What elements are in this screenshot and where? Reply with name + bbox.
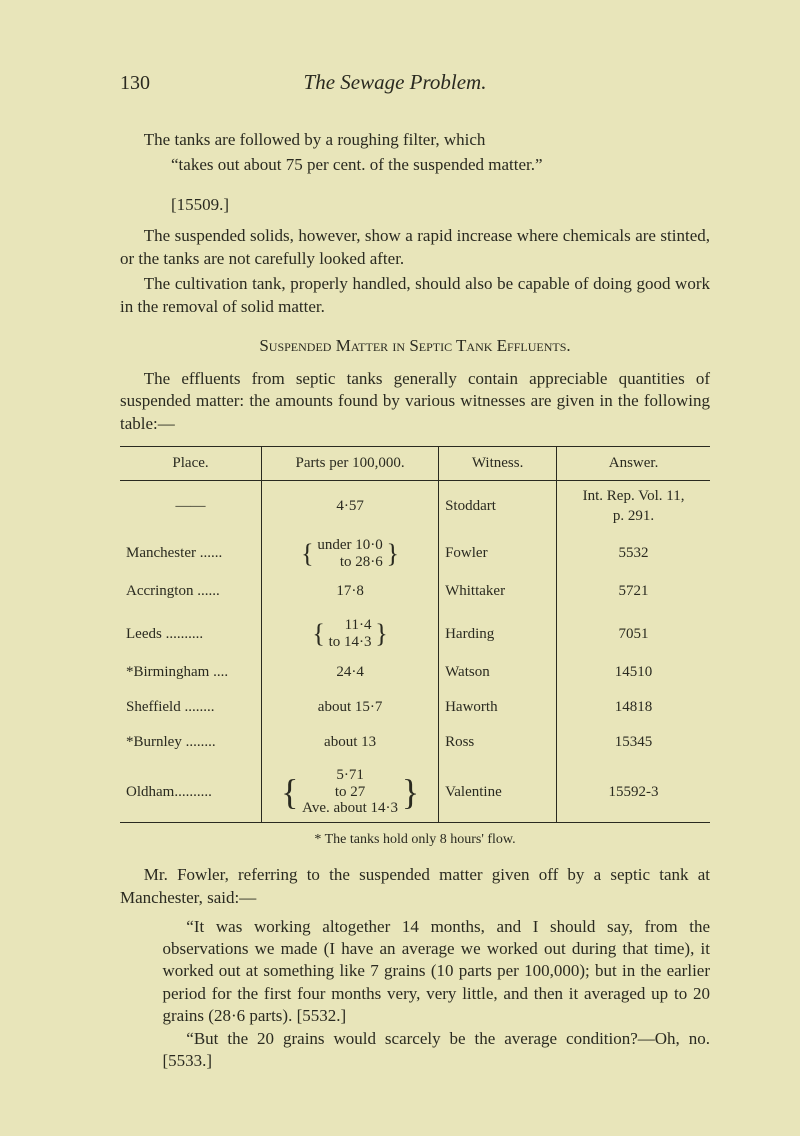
table-row: —— 4·57 Stoddart Int. Rep. Vol. 11, p. 2… [120, 480, 710, 531]
cell-parts: { 5·71 to 27 Ave. about 14·3 } [262, 757, 439, 822]
cell-answer: 15345 [557, 722, 710, 757]
paragraph: The cultivation tank, properly handled, … [120, 273, 710, 319]
cell-witness: Valentine [439, 757, 557, 822]
cell-answer: 14818 [557, 687, 710, 722]
table-row: *Birmingham .... 24·4 Watson 14510 [120, 657, 710, 687]
paragraph: The tanks are followed by a roughing fil… [120, 129, 710, 152]
quote-line: “takes out about 75 per cent. of the sus… [120, 154, 710, 177]
cell-witness: Watson [439, 657, 557, 687]
cell-text: to 28·6 [340, 554, 383, 570]
cell-parts: 17·8 [262, 576, 439, 606]
cell-answer: Int. Rep. Vol. 11, p. 291. [557, 480, 710, 531]
cell-witness: Harding [439, 606, 557, 656]
cell-answer: 5532 [557, 531, 710, 576]
cell-witness: Fowler [439, 531, 557, 576]
cell-text: Int. Rep. Vol. 11, [583, 488, 685, 504]
cell-text: to 14·3 [329, 634, 372, 650]
cell-parts: { under 10·0 to 28·6 } [262, 531, 439, 576]
quote-paragraph: “But the 20 grains would scarcely be the… [163, 1028, 711, 1073]
quote-block: “It was working altogether 14 months, an… [163, 916, 711, 1073]
cell-place: Sheffield ........ [120, 687, 262, 722]
table-row: Oldham.......... { 5·71 to 27 Ave. about… [120, 757, 710, 822]
cell-text: 5·71 [336, 767, 364, 783]
cell-parts: about 13 [262, 722, 439, 757]
table-row: Sheffield ........ about 15·7 Haworth 14… [120, 687, 710, 722]
quote-paragraph: “It was working altogether 14 months, an… [163, 916, 711, 1028]
cell-answer: 15592-3 [557, 757, 710, 822]
section-heading: Suspended Matter in Septic Tank Effluent… [120, 335, 710, 358]
running-title: The Sewage Problem. [110, 70, 680, 95]
cell-text: to 27 [335, 784, 365, 800]
table-row: Leeds .......... { 11·4 to 14·3 } Hardin… [120, 606, 710, 656]
col-header-place: Place. [120, 447, 262, 480]
cell-parts: 24·4 [262, 657, 439, 687]
cell-answer: 7051 [557, 606, 710, 656]
cell-text: 11·4 [345, 617, 372, 633]
body-text: The tanks are followed by a roughing fil… [120, 129, 710, 1073]
cell-text: under 10·0 [317, 537, 382, 553]
table-row: Manchester ...... { under 10·0 to 28·6 }… [120, 531, 710, 576]
cell-parts: 4·57 [262, 480, 439, 531]
reference-bracket: [15509.] [120, 194, 710, 217]
cell-place: Accrington ...... [120, 576, 262, 606]
table-row: *Burnley ........ about 13 Ross 15345 [120, 722, 710, 757]
cell-parts: about 15·7 [262, 687, 439, 722]
table-row: Accrington ...... 17·8 Whittaker 5721 [120, 576, 710, 606]
cell-text: p. 291. [613, 508, 654, 524]
col-header-parts: Parts per 100,000. [262, 447, 439, 480]
col-header-witness: Witness. [439, 447, 557, 480]
cell-witness: Ross [439, 722, 557, 757]
page: 130 The Sewage Problem. The tanks are fo… [0, 0, 800, 1136]
cell-parts: { 11·4 to 14·3 } [262, 606, 439, 656]
paragraph: The suspended solids, however, show a ra… [120, 225, 710, 271]
cell-witness: Stoddart [439, 480, 557, 531]
effluents-table: Place. Parts per 100,000. Witness. Answe… [120, 446, 710, 822]
cell-witness: Haworth [439, 687, 557, 722]
cell-place: Oldham.......... [120, 757, 262, 822]
cell-witness: Whittaker [439, 576, 557, 606]
paragraph: The effluents from septic tanks generall… [120, 368, 710, 437]
cell-place: *Burnley ........ [120, 722, 262, 757]
cell-place: Manchester ...... [120, 531, 262, 576]
cell-answer: 5721 [557, 576, 710, 606]
cell-place: *Birmingham .... [120, 657, 262, 687]
cell-text: Ave. about 14·3 [302, 800, 398, 816]
cell-place: Leeds .......... [120, 606, 262, 656]
paragraph: Mr. Fowler, referring to the suspended m… [120, 864, 710, 910]
page-header: 130 The Sewage Problem. [120, 70, 710, 95]
table-header-row: Place. Parts per 100,000. Witness. Answe… [120, 447, 710, 480]
cell-answer: 14510 [557, 657, 710, 687]
table-footnote: * The tanks hold only 8 hours' flow. [120, 831, 710, 850]
col-header-answer: Answer. [557, 447, 710, 480]
